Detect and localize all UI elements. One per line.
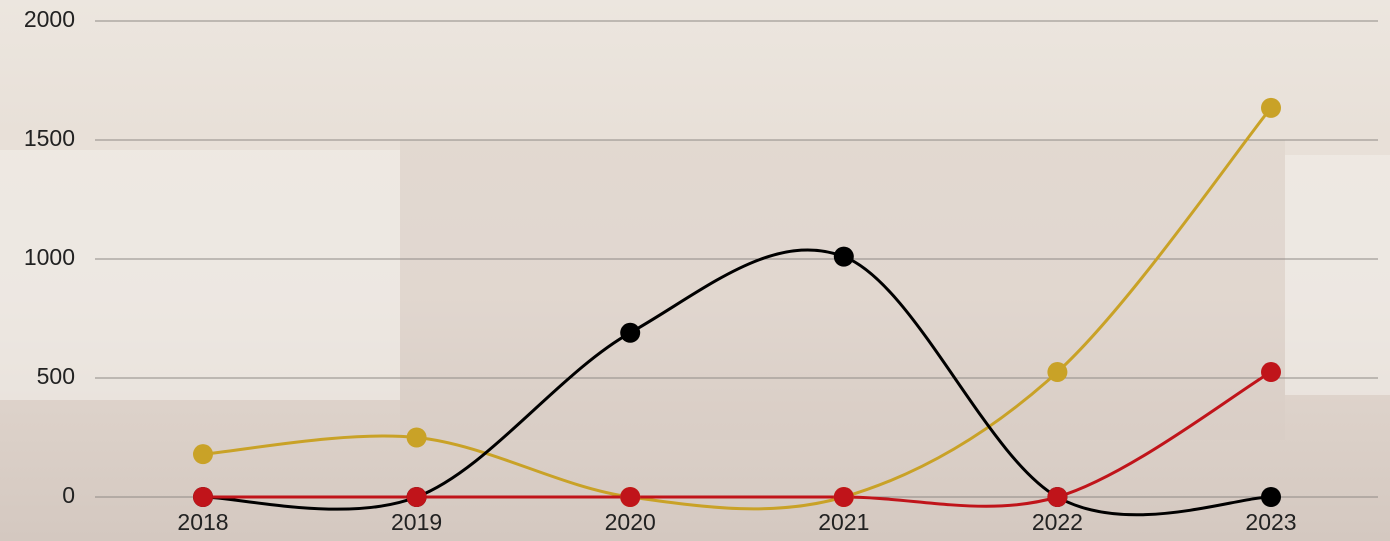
data-point (833, 487, 854, 507)
x-tick-label: 2022 (1032, 509, 1083, 535)
y-tick-label: 0 (62, 482, 75, 508)
y-tick-label: 2000 (24, 6, 75, 32)
data-point (193, 444, 213, 465)
background-screen (1285, 155, 1390, 395)
data-point (193, 487, 213, 507)
data-point (1261, 97, 1281, 118)
background-stage (400, 140, 1285, 440)
series-line (202, 106, 1273, 511)
x-tick-label: 2021 (818, 509, 869, 535)
data-point (833, 246, 854, 267)
series-line (203, 370, 1272, 508)
data-point (1047, 362, 1068, 383)
x-tick-label: 2020 (605, 509, 656, 535)
data-point (406, 487, 427, 507)
data-point (406, 427, 427, 448)
data-point (1261, 362, 1281, 383)
data-point (1047, 487, 1068, 507)
x-tick-label: 2023 (1245, 509, 1296, 535)
x-tick-label: 2018 (177, 509, 228, 535)
data-point (620, 487, 641, 507)
data-point (1261, 487, 1281, 507)
x-tick-label: 2019 (391, 509, 442, 535)
y-tick-label: 1000 (24, 244, 75, 270)
data-point (620, 322, 641, 343)
y-tick-label: 500 (37, 363, 75, 389)
y-tick-label: 1500 (24, 125, 75, 151)
background-screen (0, 150, 400, 400)
